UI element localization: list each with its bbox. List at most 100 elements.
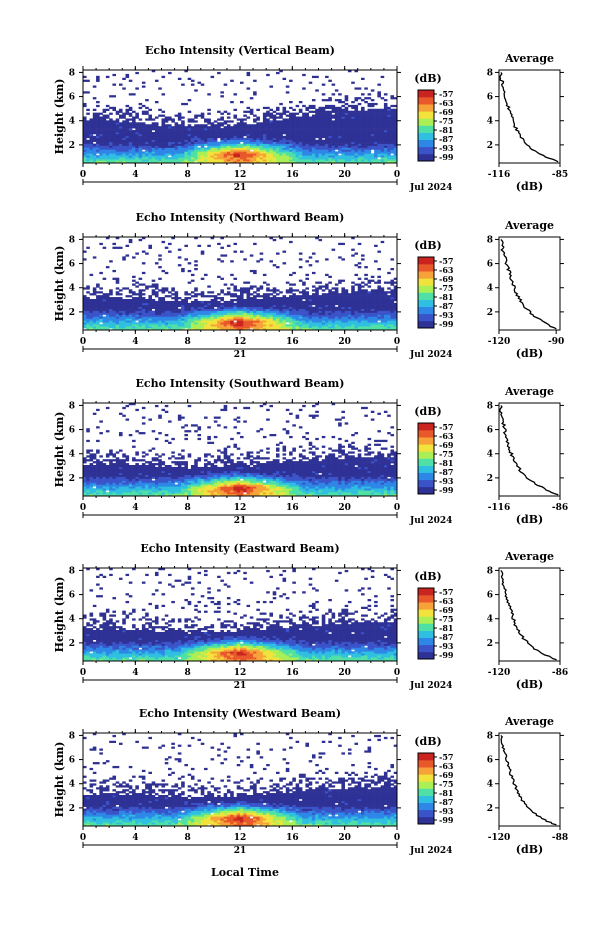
heatmap-cell [151, 316, 156, 319]
heatmap-cell [387, 116, 391, 119]
heatmap-cell [266, 141, 270, 144]
heatmap-cell [259, 130, 264, 133]
heatmap-cell [135, 300, 139, 304]
heatmap-cell [226, 300, 231, 304]
heatmap-cell [341, 128, 345, 131]
heatmap-cell [308, 322, 313, 325]
heatmap-cell [374, 295, 378, 298]
heatmap-cell [338, 106, 342, 110]
heatmap-cell [240, 287, 244, 290]
heatmap-cell [197, 149, 202, 152]
heatmap-cell [325, 293, 329, 296]
heatmap-cell [99, 151, 103, 154]
heatmap-cell [204, 326, 208, 329]
heatmap-cell [210, 320, 215, 323]
heatmap-cell [230, 318, 234, 321]
heatmap-cell [380, 141, 385, 144]
heatmap-cell [141, 151, 146, 154]
heatmap-cell [187, 110, 192, 113]
heatmap-cell [135, 124, 139, 127]
heatmap-cell [390, 149, 395, 152]
heatmap-cell [295, 300, 300, 304]
heatmap-cell [279, 112, 283, 115]
heatmap-cell [347, 324, 352, 327]
heatmap-cell [282, 310, 287, 313]
heatmap-cell [190, 130, 195, 133]
heatmap-cell [135, 314, 139, 317]
heatmap-cell [158, 141, 162, 144]
heatmap-cell [361, 141, 365, 144]
heatmap-cell [236, 135, 241, 139]
heatmap-cell [132, 279, 136, 282]
heatmap-cell [135, 147, 139, 150]
heatmap-cell [275, 143, 280, 146]
heatmap-cell [331, 248, 336, 251]
heatmap-cell [210, 326, 215, 329]
heatmap-cell [357, 118, 362, 121]
heatmap-cell [174, 297, 179, 300]
heatmap-cell [344, 155, 349, 158]
heatmap-cell [331, 137, 336, 141]
heatmap-cell [112, 316, 117, 319]
heatmap-cell [184, 126, 188, 129]
heatmap-cell [115, 318, 120, 321]
heatmap-cell [298, 147, 303, 150]
heatmap-cell [282, 143, 287, 146]
heatmap-cell [367, 295, 372, 298]
heatmap-cell [318, 124, 323, 127]
heatmap-cell [341, 116, 345, 119]
heatmap-cell [128, 238, 133, 242]
heatmap-cell [393, 324, 398, 327]
heatmap-cell [158, 151, 162, 154]
heatmap-cell [315, 318, 319, 321]
heatmap-cell [275, 310, 280, 313]
heatmap-cell [236, 312, 241, 315]
heatmap-cell [118, 151, 123, 154]
heatmap-cell [145, 302, 149, 306]
heatmap-cell [308, 137, 313, 141]
heatmap-cell [223, 141, 228, 144]
heatmap-cell [233, 277, 238, 280]
y-tick-label: 6 [69, 93, 75, 103]
heatmap-cell [86, 159, 90, 162]
heatmap-cell [275, 306, 280, 309]
heatmap-cell [325, 155, 329, 158]
heatmap-cell [118, 299, 123, 302]
heatmap-cell [158, 320, 162, 323]
heatmap-cell [187, 297, 192, 300]
heatmap-cell [194, 155, 198, 158]
heatmap-cell [86, 285, 90, 288]
heatmap-cell [102, 302, 107, 306]
heatmap-cell [83, 124, 87, 127]
heatmap-cell [99, 490, 103, 493]
heatmap-cell [390, 159, 395, 162]
heatmap-cell [112, 302, 117, 306]
heatmap-cell [256, 133, 260, 137]
heatmap-cell [302, 114, 306, 117]
heatmap-cell [321, 161, 326, 164]
heatmap-cell [351, 147, 355, 150]
heatmap-cell [393, 128, 398, 131]
heatmap-cell [380, 108, 385, 111]
heatmap-cell [86, 291, 90, 294]
heatmap-cell [269, 149, 274, 152]
heatmap-cell [204, 314, 208, 317]
heatmap-cell [194, 326, 198, 329]
heatmap-cell [311, 310, 316, 313]
heatmap-cell [217, 304, 221, 308]
heatmap-cell [99, 149, 103, 152]
heatmap-cell [305, 130, 309, 133]
heatmap-cell [246, 312, 251, 315]
heatmap-cell [181, 141, 185, 144]
heatmap-cell [223, 147, 228, 150]
heatmap-cell [83, 137, 87, 141]
heatmap-cell [259, 310, 264, 313]
heatmap-cell [115, 112, 120, 115]
heatmap-cell [190, 310, 195, 313]
heatmap-cell [86, 297, 90, 300]
colorbar-segment [418, 292, 434, 300]
heatmap-cell [289, 283, 293, 286]
heatmap-cell [272, 147, 277, 150]
heatmap-cell [318, 318, 323, 321]
heatmap-cell [115, 122, 120, 125]
